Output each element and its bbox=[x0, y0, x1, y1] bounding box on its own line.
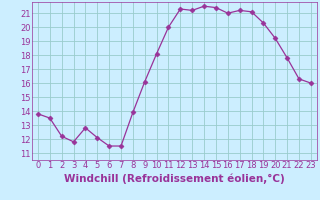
X-axis label: Windchill (Refroidissement éolien,°C): Windchill (Refroidissement éolien,°C) bbox=[64, 173, 285, 184]
